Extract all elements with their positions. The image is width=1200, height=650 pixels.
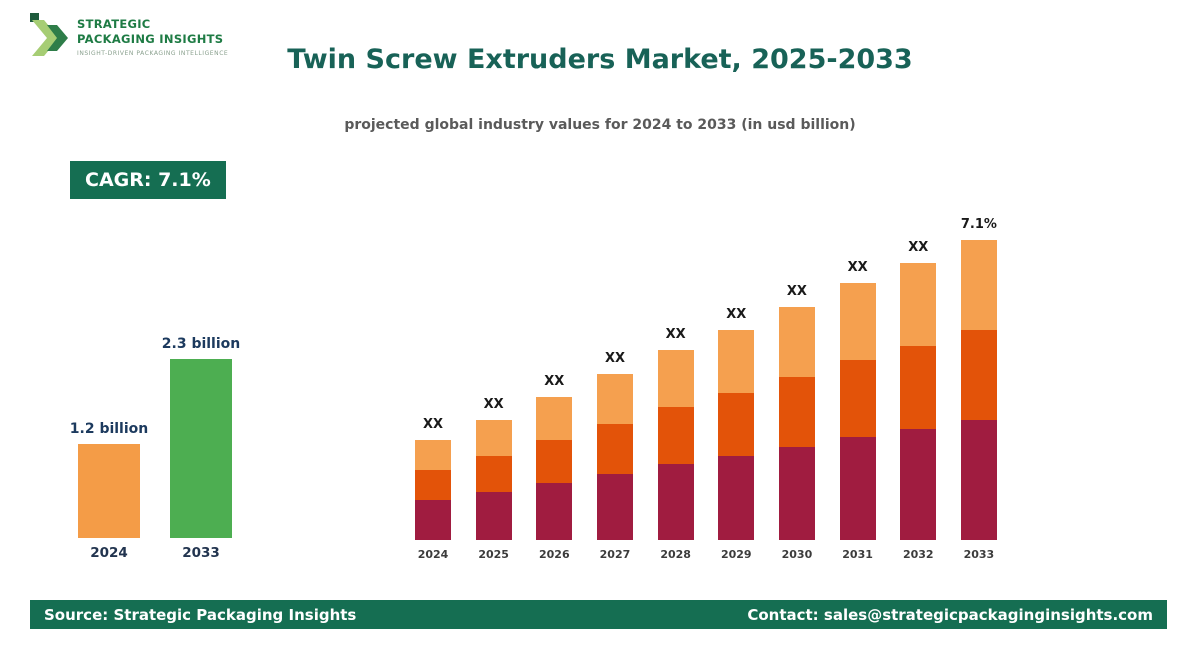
stacked-bar	[475, 420, 512, 540]
axis-tick-label: 2026	[539, 548, 570, 561]
bar-segment-middle	[657, 407, 694, 464]
bar-segment-bottom	[778, 447, 815, 540]
bar-segment-middle	[415, 470, 451, 500]
bar-value-label: XX	[726, 307, 747, 322]
logo-line2: PACKAGING INSIGHTS	[77, 32, 224, 46]
mini-bar-group: 2.3 billion 2033	[162, 336, 240, 562]
bar-segment-top	[536, 397, 573, 440]
stacked-bar-group: XX 2032	[900, 240, 937, 562]
bar-value-label: XX	[847, 260, 868, 275]
logo-chevron-icon	[30, 13, 68, 56]
axis-tick-label: 2024	[417, 548, 449, 561]
page-subtitle: projected global industry values for 202…	[344, 117, 856, 133]
stacked-bar	[900, 263, 937, 540]
bar-segment-bottom	[960, 420, 997, 540]
endpoint-chart: 1.2 billion 2024 2.3 billion 2033	[70, 336, 240, 562]
bar-segment-bottom	[415, 500, 451, 540]
stacked-bar-group: XX 2025	[475, 397, 512, 562]
stacked-bar-group: XX 2030	[778, 284, 815, 562]
bar-segment-bottom	[839, 437, 876, 540]
stacked-bar	[415, 440, 451, 540]
bar-segment-middle	[778, 377, 815, 447]
logo-line1: STRATEGIC	[77, 17, 151, 32]
bar	[78, 444, 140, 538]
bar-value-label: XX	[665, 327, 686, 342]
bar	[170, 359, 232, 538]
bar-segment-bottom	[718, 456, 755, 540]
bar-segment-top	[718, 330, 755, 393]
axis-tick-label: 2033	[963, 548, 995, 561]
bar-segment-middle	[960, 330, 997, 420]
bar-segment-middle	[596, 424, 633, 474]
stacked-chart: XX 2024 XX 2025 XX 2026 XX 2027 XX 2028 XX 2029 XX 20…	[415, 217, 997, 562]
bar-segment-top	[415, 440, 451, 470]
bar-value-label: XX	[483, 397, 504, 412]
axis-tick-label: 2030	[781, 548, 813, 561]
bar-segment-bottom	[900, 429, 937, 540]
axis-tick-label: 2027	[599, 548, 631, 561]
bar-value-label: 2.3 billion	[161, 336, 241, 352]
logo-wordmark: STRATEGIC PACKAGING INSIGHTS INSIGHT-DRI…	[77, 17, 228, 57]
bar-segment-top	[778, 307, 815, 377]
bar-segment-bottom	[657, 464, 694, 540]
stacked-bar-group: XX 2024	[415, 417, 451, 562]
bar-segment-middle	[718, 393, 755, 456]
logo-tagline: INSIGHT-DRIVEN PACKAGING INTELLIGENCE	[77, 49, 229, 57]
stacked-bar	[778, 307, 815, 540]
axis-tick-label: 2032	[902, 548, 934, 561]
axis-tick-label: 2028	[660, 548, 691, 561]
bar-value-label: XX	[786, 284, 807, 299]
cagr-badge: CAGR: 7.1%	[70, 161, 226, 199]
bar-segment-bottom	[536, 483, 573, 540]
bar-value-label: XX	[544, 374, 565, 389]
stacked-bar	[839, 283, 876, 540]
bar-segment-bottom	[475, 492, 512, 540]
footer-source: Source: Strategic Packaging Insights	[44, 605, 357, 624]
logo: STRATEGIC PACKAGING INSIGHTS INSIGHT-DRI…	[30, 13, 228, 61]
axis-tick-label: 2033	[182, 545, 220, 561]
bar-segment-top	[960, 240, 997, 330]
bar-segment-middle	[839, 360, 876, 437]
bar-segment-middle	[475, 456, 512, 492]
bar-value-label: XX	[908, 240, 929, 255]
bar-value-label: XX	[422, 417, 444, 432]
bar-segment-top	[475, 420, 512, 456]
bar-value-label: 7.1%	[960, 217, 997, 232]
mini-bar-group: 1.2 billion 2024	[70, 421, 148, 562]
bar-segment-top	[900, 263, 937, 346]
bar-segment-bottom	[596, 474, 633, 540]
bar-value-label: 1.2 billion	[69, 421, 149, 437]
stacked-bar-group: XX 2031	[839, 260, 876, 562]
stacked-bar	[960, 240, 997, 540]
bar-segment-middle	[536, 440, 573, 483]
footer-contact: Contact: sales@strategicpackaginginsight…	[747, 605, 1153, 624]
stacked-bar-group: XX 2027	[596, 351, 633, 562]
stacked-bar-group: XX 2028	[657, 327, 694, 562]
stacked-bar-group: XX 2026	[536, 374, 573, 562]
axis-tick-label: 2029	[720, 548, 752, 561]
stacked-bar	[536, 397, 573, 540]
page-title: Twin Screw Extruders Market, 2025-2033	[287, 44, 913, 75]
stacked-bar-group: 7.1% 2033	[961, 217, 997, 562]
stacked-bar	[657, 350, 694, 540]
stacked-bar	[596, 374, 633, 540]
bar-segment-top	[596, 374, 633, 424]
bar-segment-top	[657, 350, 694, 407]
bar-value-label: XX	[604, 351, 625, 366]
axis-tick-label: 2031	[842, 548, 873, 561]
stacked-bar-group: XX 2029	[718, 307, 755, 562]
axis-tick-label: 2024	[90, 545, 128, 561]
stacked-bar	[718, 330, 755, 540]
axis-tick-label: 2025	[478, 548, 509, 561]
footer-bar: Source: Strategic Packaging Insights Con…	[30, 600, 1167, 629]
bar-segment-top	[839, 283, 876, 360]
bar-segment-middle	[900, 346, 937, 429]
